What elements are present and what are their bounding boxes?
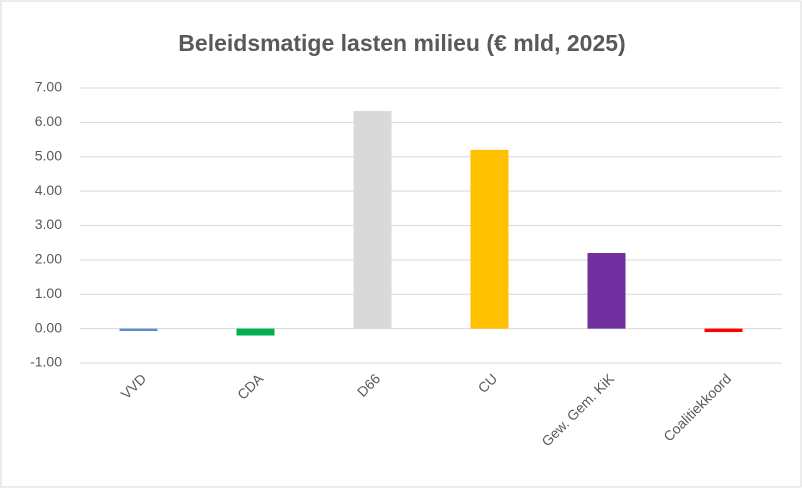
chart-title: Beleidsmatige lasten milieu (€ mld, 2025… [178, 30, 625, 56]
bar [470, 149, 509, 329]
y-tick-label: -1.00 [30, 354, 62, 370]
bar [353, 111, 392, 329]
bar [119, 328, 158, 332]
y-tick-label: 1.00 [35, 285, 62, 301]
y-tick-label: 3.00 [35, 216, 62, 232]
y-tick-label: 7.00 [35, 79, 62, 95]
y-tick-label: 0.00 [35, 319, 62, 335]
y-tick-label: 5.00 [35, 147, 62, 163]
bar [704, 328, 743, 333]
y-tick-label: 4.00 [35, 182, 62, 198]
bar [236, 328, 275, 336]
y-tick-label: 2.00 [35, 251, 62, 267]
bar [587, 253, 626, 329]
y-tick-label: 6.00 [35, 113, 62, 129]
